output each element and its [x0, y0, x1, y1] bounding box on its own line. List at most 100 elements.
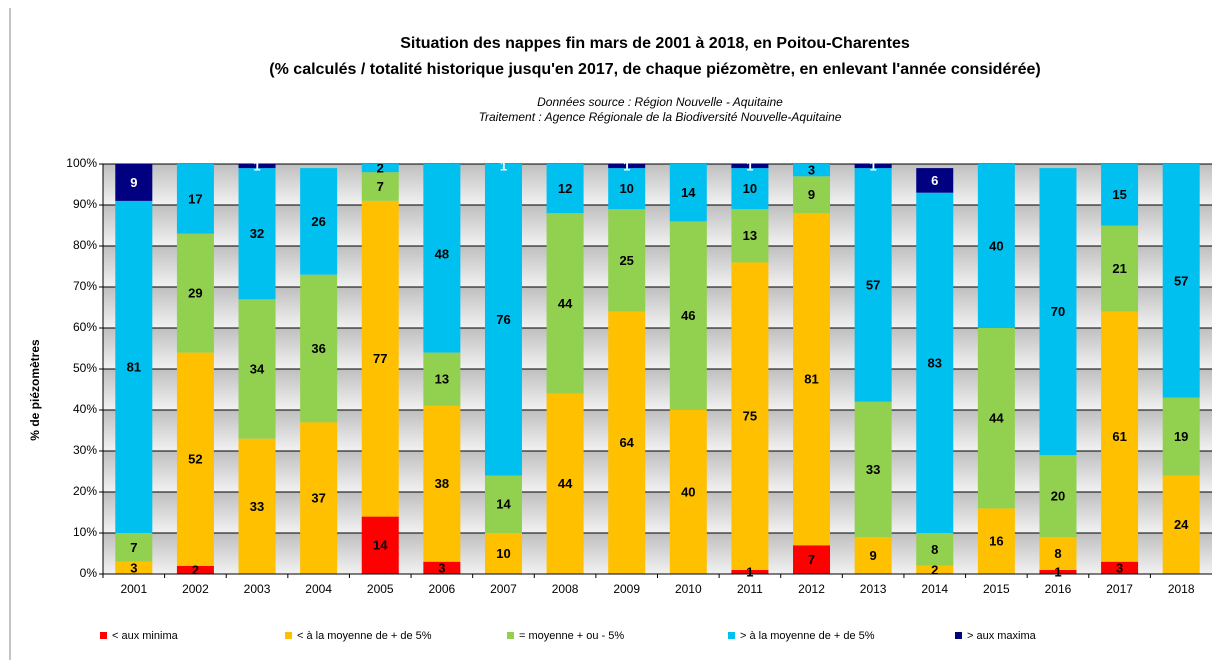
value-labels: 3781925229173334321373626147772338134810… [127, 158, 1190, 579]
x-tick-label: 2009 [613, 582, 640, 596]
value-label: 9 [130, 175, 137, 190]
x-tick-label: 2008 [552, 582, 579, 596]
bar-segment [669, 164, 707, 222]
x-tick-label: 2002 [182, 582, 209, 596]
value-label: 26 [311, 214, 325, 229]
plot-band [103, 164, 1212, 205]
value-label: 8 [931, 542, 938, 557]
bar-segment [977, 164, 1015, 328]
value-label: 15 [1112, 187, 1126, 202]
bar-segment [1162, 164, 1200, 398]
x-tick-label: 2004 [305, 582, 332, 596]
bar-segment [731, 209, 769, 263]
plot-band [103, 205, 1212, 246]
bar-segment [916, 533, 954, 566]
y-tick-label: 20% [73, 484, 97, 498]
bars [115, 164, 1200, 574]
y-tick-label: 60% [73, 320, 97, 334]
bar-segment [1039, 569, 1077, 574]
bar-segment [115, 200, 153, 533]
bar-segment [608, 311, 646, 574]
value-label: 10 [619, 181, 633, 196]
chart-subtitle: (% calculés / totalité historique jusqu'… [269, 61, 1040, 78]
source: Données source : Région Nouvelle - Aquit… [537, 95, 783, 109]
value-label: 10 [496, 546, 510, 561]
bar-segment [484, 164, 522, 476]
bar-segment [608, 209, 646, 312]
chart-title: Situation des nappes fin mars de 2001 à … [400, 35, 910, 52]
legend-label: > aux maxima [967, 630, 1037, 642]
x-tick-label: 2003 [244, 582, 271, 596]
value-label: 20 [1051, 489, 1065, 504]
bar-segment [300, 168, 338, 275]
value-label: 2 [377, 161, 384, 176]
bar-segment [238, 299, 276, 439]
bar-segment [361, 172, 399, 201]
y-axis-label: % de piézomètres [28, 339, 42, 441]
bar-segment [977, 508, 1015, 574]
value-label: 81 [127, 359, 141, 374]
y-tick-label: 70% [73, 279, 97, 293]
bar-segment [115, 561, 153, 574]
value-label: 76 [496, 312, 510, 327]
value-label: 7 [130, 540, 137, 555]
x-tick-label: 2005 [367, 582, 394, 596]
bar-segment [793, 545, 831, 574]
value-label: 44 [558, 296, 573, 311]
bar-segment [854, 164, 892, 169]
value-label: 7 [377, 179, 384, 194]
bar-segment [608, 168, 646, 210]
value-label: 1 [253, 158, 260, 173]
value-label: 2 [931, 562, 938, 577]
bar-segment [1039, 455, 1077, 538]
value-label: 36 [311, 341, 325, 356]
bar-segment [484, 475, 522, 533]
y-tick-label: 100% [66, 156, 97, 170]
bar-segment [238, 438, 276, 574]
bar-segment [854, 168, 892, 402]
bar-segment [793, 176, 831, 214]
value-label: 3 [130, 560, 137, 575]
plot-band [103, 492, 1212, 533]
value-label: 3 [438, 560, 445, 575]
x-tick-label: 2011 [737, 582, 763, 596]
bar-segment [423, 561, 461, 574]
plot-band [103, 369, 1212, 410]
x-tick-label: 2012 [798, 582, 825, 596]
bar-segment [484, 533, 522, 574]
x-tick-label: 2017 [1106, 582, 1133, 596]
value-label: 1 [746, 158, 753, 173]
bar-segment [423, 164, 461, 353]
value-label: 19 [1174, 429, 1188, 444]
legend-label: < aux minima [112, 630, 179, 642]
bar-segment [300, 422, 338, 574]
x-tick-label: 2006 [429, 582, 456, 596]
value-label: 13 [435, 372, 449, 387]
bar-segment [854, 537, 892, 574]
plot-band [103, 410, 1212, 451]
value-label: 12 [558, 181, 572, 196]
value-label: 13 [743, 228, 757, 243]
value-label: 33 [866, 462, 880, 477]
value-label: 3 [808, 163, 815, 178]
bar-segment [1039, 537, 1077, 570]
x-tick-label: 2010 [675, 582, 702, 596]
y-tick-label: 40% [73, 402, 97, 416]
bar-segment [916, 192, 954, 533]
bar-segment [1101, 561, 1139, 574]
y-tick-label: 30% [73, 443, 97, 457]
bar-segment [176, 565, 214, 574]
value-label: 9 [870, 548, 877, 563]
value-label: 14 [373, 538, 388, 553]
value-label: 17 [188, 191, 202, 206]
x-tick-label: 2014 [921, 582, 948, 596]
x-tick-label: 2013 [860, 582, 887, 596]
plot-band [103, 451, 1212, 492]
value-label: 57 [866, 277, 880, 292]
bar-segment [361, 164, 399, 173]
plot [103, 163, 1212, 575]
value-label: 38 [435, 476, 449, 491]
value-label: 44 [989, 411, 1004, 426]
value-label: 3 [1116, 560, 1123, 575]
y-tick-label: 80% [73, 238, 97, 252]
